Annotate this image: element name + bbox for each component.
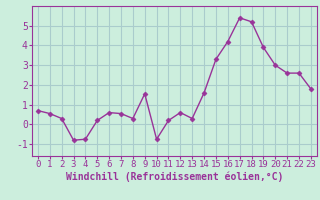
X-axis label: Windchill (Refroidissement éolien,°C): Windchill (Refroidissement éolien,°C) xyxy=(66,172,283,182)
